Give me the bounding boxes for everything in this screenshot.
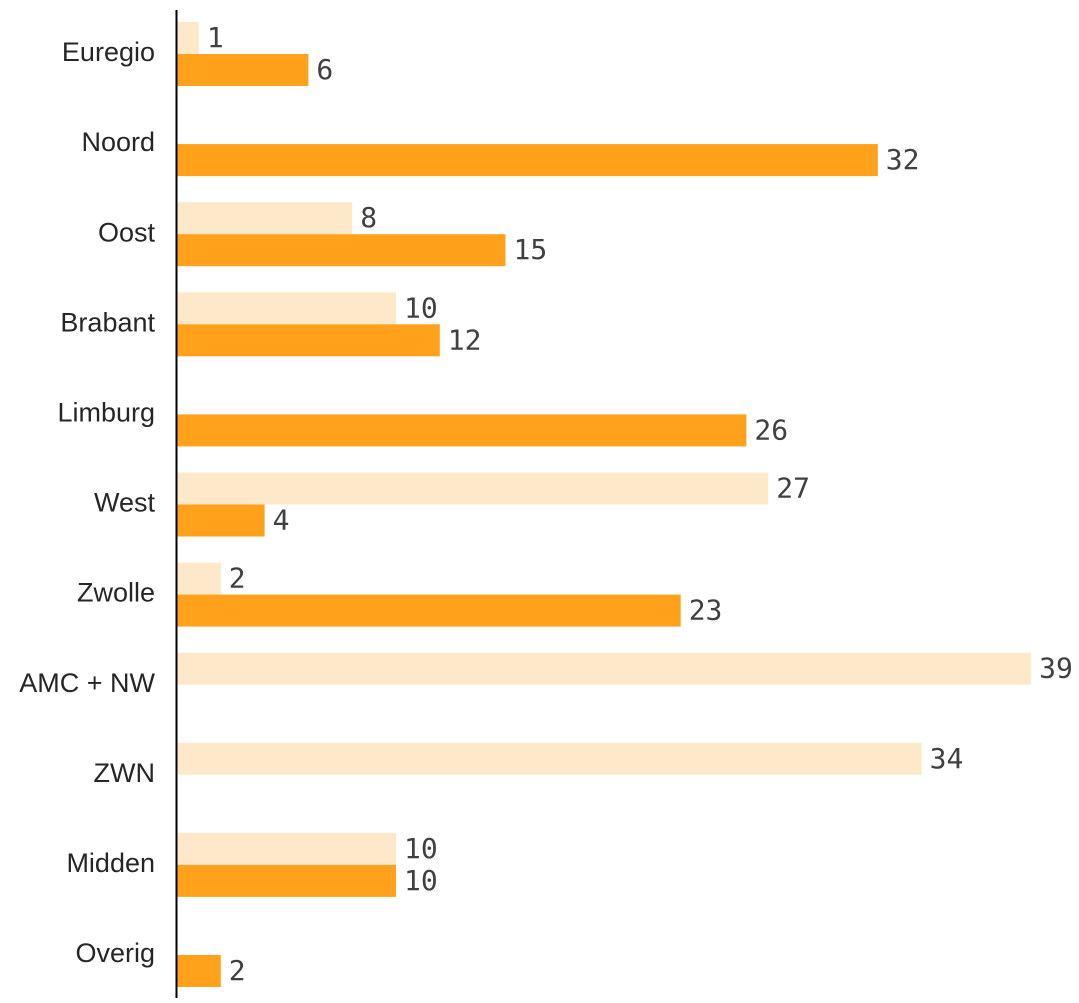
bars-layer — [177, 22, 1032, 987]
bar-series2-overig — [177, 955, 221, 987]
bar-series2-west — [177, 504, 265, 537]
value-label-series2-limburg: 26 — [754, 413, 788, 446]
value-label-series2-brabant: 12 — [448, 323, 482, 356]
value-label-series1-amc-nw: 39 — [1039, 652, 1073, 685]
category-label-zwn: ZWN — [94, 758, 155, 788]
bar-series2-oost — [177, 234, 506, 267]
value-label-series2-west: 4 — [273, 504, 290, 537]
bar-series1-midden — [177, 832, 396, 865]
value-label-series2-euregio: 6 — [316, 53, 333, 86]
category-label-euregio: Euregio — [62, 37, 155, 67]
category-label-west: West — [94, 488, 156, 518]
bar-series1-oost — [177, 202, 353, 235]
value-label-series2-oost: 15 — [514, 233, 548, 266]
value-label-series1-midden: 10 — [404, 832, 438, 865]
bar-series1-zwn — [177, 742, 922, 775]
bar-series2-limburg — [177, 414, 747, 447]
value-label-series1-oost: 8 — [360, 201, 377, 234]
bar-series1-west — [177, 472, 769, 505]
bar-series2-zwolle — [177, 594, 681, 627]
bar-series2-euregio — [177, 54, 309, 86]
value-label-series1-brabant: 10 — [404, 291, 438, 324]
value-label-series2-midden: 10 — [404, 864, 438, 897]
bar-series1-brabant — [177, 292, 396, 325]
bar-series2-noord — [177, 144, 878, 177]
category-label-amc-nw: AMC + NW — [19, 668, 155, 698]
value-label-series2-zwolle: 23 — [689, 594, 723, 627]
category-label-noord: Noord — [81, 127, 155, 157]
category-label-brabant: Brabant — [60, 307, 155, 337]
category-label-zwolle: Zwolle — [77, 578, 155, 608]
category-label-oost: Oost — [98, 217, 156, 247]
category-label-limburg: Limburg — [57, 398, 155, 428]
bar-series1-zwolle — [177, 562, 221, 595]
category-label-overig: Overig — [75, 938, 155, 968]
category-label-midden: Midden — [66, 848, 155, 878]
value-label-series1-zwn: 34 — [930, 742, 964, 775]
labels-layer: Euregio 1 6 Noord 32 Oost 8 15 Brabant 10 12 Limbur… — [19, 21, 1073, 987]
value-label-series1-west: 27 — [776, 472, 810, 505]
bar-series1-euregio — [177, 22, 199, 54]
bar-series2-brabant — [177, 324, 440, 357]
bar-series2-midden — [177, 864, 396, 897]
value-label-series2-noord: 32 — [886, 143, 920, 176]
bar-series1-amc-nw — [177, 652, 1032, 685]
value-label-series1-euregio: 1 — [207, 21, 224, 54]
value-label-series2-overig: 2 — [229, 954, 246, 987]
value-label-series1-zwolle: 2 — [229, 562, 246, 595]
